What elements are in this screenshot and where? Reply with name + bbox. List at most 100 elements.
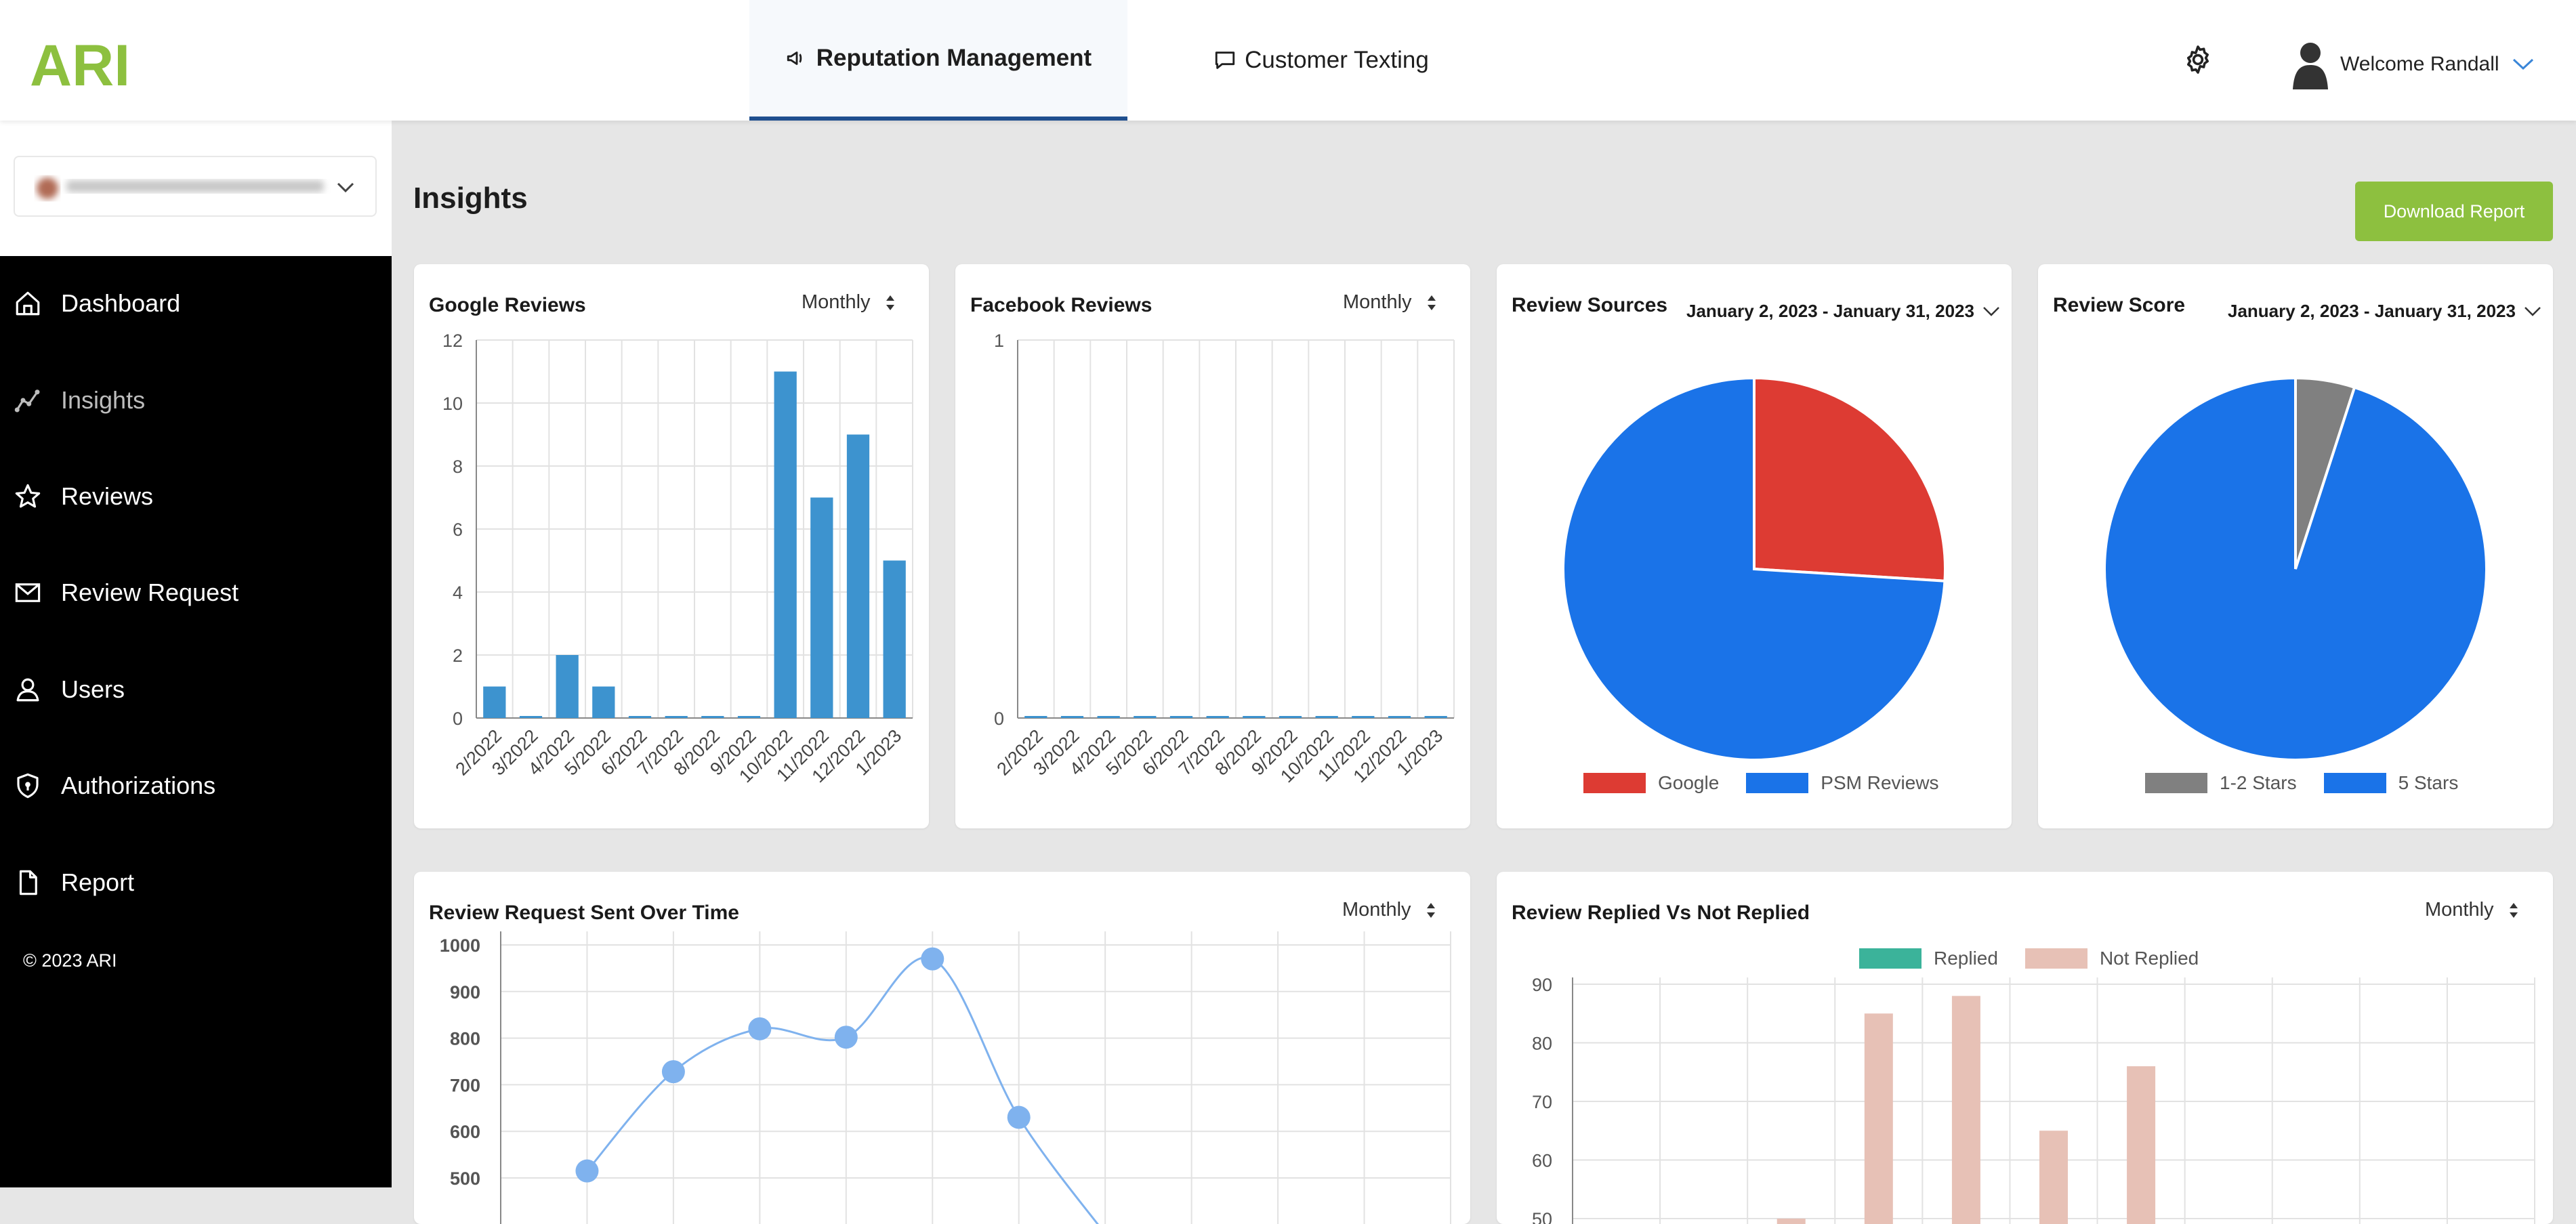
chevron-down-icon [2512, 58, 2533, 70]
user-menu[interactable]: Welcome Randall [2290, 39, 2535, 89]
y-tick-label: 500 [450, 1168, 480, 1189]
data-point [1007, 1105, 1031, 1129]
file-icon [19, 870, 37, 895]
period-select[interactable]: Monthly [2425, 899, 2520, 921]
google-reviews-card: Google Reviews Monthly 0 2 4 6 8 10 12 2/2022 3/… [414, 264, 929, 828]
copyright: © 2023 ARI [23, 950, 117, 971]
chevron-down-icon [2525, 306, 2541, 316]
bar [665, 716, 688, 718]
gear-icon[interactable] [2182, 43, 2214, 76]
period-select[interactable]: Monthly [1342, 899, 1437, 921]
facebook-reviews-card: Facebook Reviews Monthly 0 1 2/2022 3/2022 4… [955, 264, 1470, 828]
y-tick-label: 60 [1532, 1151, 1552, 1171]
chat-bubble-icon [1215, 51, 1235, 69]
bar [519, 716, 543, 718]
user-icon [16, 678, 39, 702]
review-score-card: Review Score January 2, 2023 - January 3… [2038, 264, 2553, 828]
sidebar-item-reviews[interactable]: Reviews [0, 463, 392, 530]
pie-slice [1562, 376, 1947, 761]
y-tick-label: 700 [450, 1075, 480, 1095]
y-tick-label: 12 [442, 331, 463, 351]
date-range-select[interactable]: January 2, 2023 - January 31, 2023 [1686, 301, 2000, 322]
sort-arrows-icon [886, 295, 894, 310]
bar [2039, 1131, 2068, 1224]
review-score-chart [2103, 376, 2488, 761]
sort-arrows-icon [2509, 902, 2518, 918]
legend-label: PSM Reviews [1821, 772, 1939, 793]
sidebar-item-authorizations[interactable]: Authorizations [0, 752, 392, 820]
sidebar-item-label: Report [61, 868, 135, 896]
review-request-chart: 500 600 700 800 900 1000 [440, 931, 1451, 1224]
y-tick-label: 2 [453, 646, 463, 666]
megaphone-icon [787, 51, 802, 65]
y-tick-label: 8 [453, 457, 463, 477]
review-replied-chart: 50 60 70 80 90 [1532, 975, 2535, 1224]
bar [1424, 716, 1447, 718]
blurred-location-name [37, 177, 324, 199]
bar [2127, 1066, 2156, 1224]
facebook-reviews-chart: 012/20223/20224/20225/20226/20227/20228/… [993, 331, 1455, 786]
date-range-label: January 2, 2023 - January 31, 2023 [1686, 301, 1974, 321]
sidebar-item-label: Dashboard [61, 289, 181, 317]
shield-icon [17, 773, 39, 799]
review-score-legend: 1-2 Stars 5 Stars [2145, 772, 2485, 794]
legend-label: Replied [1934, 948, 1998, 969]
sort-arrows-icon [1427, 295, 1436, 310]
download-report-button[interactable]: Download Report [2355, 182, 2553, 241]
mail-icon [15, 583, 41, 602]
location-select[interactable] [14, 156, 377, 217]
pie-slice [1753, 376, 1947, 583]
period-label: Monthly [1343, 291, 1412, 313]
legend-label: 1-2 Stars [2220, 772, 2297, 793]
review-replied-card: Review Replied Vs Not Replied Monthly Re… [1497, 872, 2553, 1224]
bar [1097, 716, 1120, 718]
ari-logo[interactable]: ARI [30, 33, 165, 93]
insights-icon [14, 389, 40, 413]
sidebar-item-dashboard[interactable]: Dashboard [0, 270, 392, 337]
bar [1134, 716, 1157, 718]
sidebar-item-label: Users [61, 675, 125, 703]
card-title: Google Reviews [429, 294, 586, 316]
sidebar-item-label: Insights [61, 386, 146, 414]
period-select[interactable]: Monthly [1343, 291, 1438, 314]
legend-label: 5 Stars [2398, 772, 2459, 793]
sidebar-item-users[interactable]: Users [0, 656, 392, 723]
review-sources-card: Review Sources January 2, 2023 - January… [1497, 264, 2012, 828]
data-point [575, 1159, 599, 1183]
card-title: Review Request Sent Over Time [429, 902, 739, 924]
card-title: Review Score [2053, 294, 2186, 316]
y-tick-label: 6 [453, 520, 463, 540]
review-sources-legend: Google PSM Reviews [1583, 772, 1966, 794]
google-reviews-chart: 0246810122/20223/20224/20225/20226/20227… [442, 331, 913, 786]
review-sources-chart [1562, 376, 1947, 761]
avatar [2293, 43, 2328, 89]
y-tick-label: 90 [1532, 975, 1552, 995]
legend-swatch [2145, 773, 2207, 793]
tab-label: Reputation Management [816, 45, 1092, 71]
date-range-select[interactable]: January 2, 2023 - January 31, 2023 [2228, 301, 2541, 322]
sidebar-item-report[interactable]: Report [0, 849, 392, 916]
period-select[interactable]: Monthly [802, 291, 896, 314]
sidebar-item-insights[interactable]: Insights [0, 366, 392, 434]
replied-legend: Replied Not Replied [1859, 948, 2226, 969]
legend-swatch [1746, 773, 1809, 793]
bar [1388, 716, 1411, 718]
sidebar-item-review-request[interactable]: Review Request [0, 559, 392, 627]
bar [883, 560, 906, 718]
bar [592, 686, 615, 718]
legend-swatch [2323, 773, 2386, 793]
period-label: Monthly [1342, 899, 1411, 921]
tab-label: Customer Texting [1245, 47, 1429, 73]
legend-swatch [1583, 773, 1646, 793]
y-tick-label: 0 [994, 709, 1004, 729]
sidebar: Dashboard Insights Reviews Review Reques… [0, 256, 392, 1187]
tab-reputation-management[interactable]: Reputation Management [749, 0, 1127, 121]
bar [1024, 716, 1047, 718]
bar [701, 716, 724, 718]
period-label: Monthly [2425, 899, 2494, 921]
card-title: Review Replied Vs Not Replied [1512, 902, 1810, 924]
bar [483, 686, 506, 718]
y-tick-label: 10 [442, 394, 463, 414]
tab-customer-texting[interactable]: Customer Texting [1179, 0, 1463, 121]
y-tick-label: 1000 [440, 935, 480, 956]
